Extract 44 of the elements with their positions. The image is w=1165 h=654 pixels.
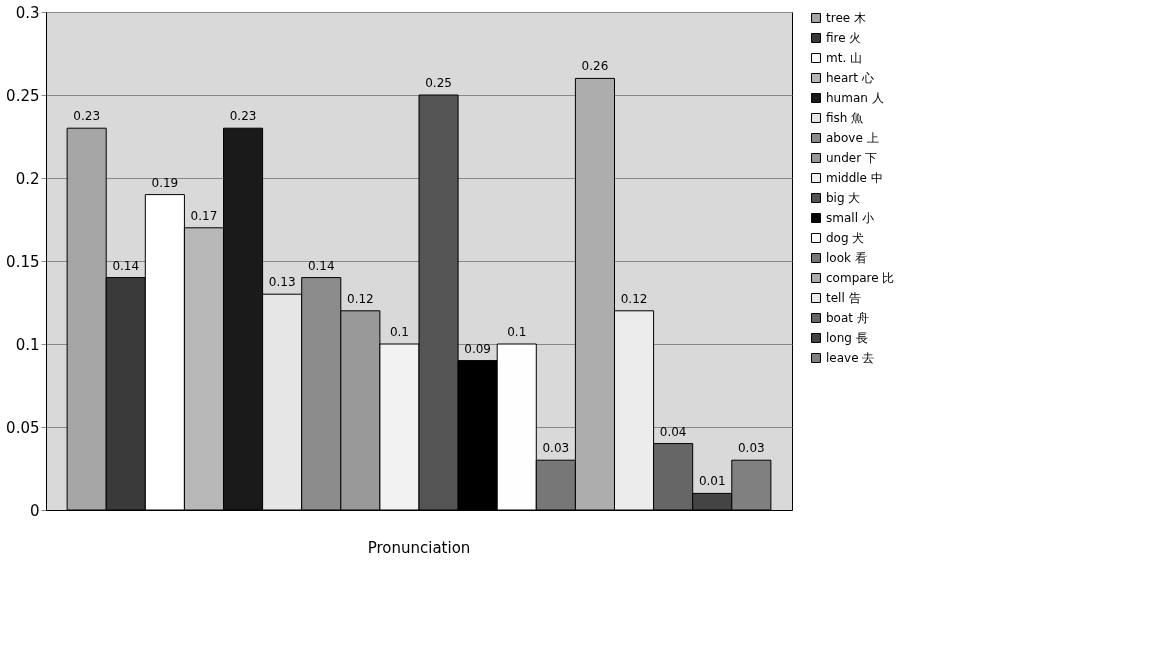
data-label: 0.23 bbox=[73, 109, 101, 124]
legend-label: middle 中 bbox=[826, 171, 883, 185]
data-label: 0.13 bbox=[268, 275, 296, 290]
legend-label: long 長 bbox=[826, 331, 868, 345]
y-tick-label: 0.15 bbox=[6, 252, 40, 271]
y-tick-label: 0.1 bbox=[15, 335, 40, 354]
legend-label: heart 心 bbox=[826, 71, 874, 85]
data-label: 0.04 bbox=[659, 424, 687, 439]
legend-label: leave 去 bbox=[826, 351, 875, 365]
x-tick-label: Pronunciation bbox=[367, 538, 471, 557]
legend-label: fish 魚 bbox=[826, 111, 864, 125]
legend-label: boat 舟 bbox=[826, 311, 869, 325]
legend-label: compare 比 bbox=[826, 271, 895, 285]
y-tick-label: 0 bbox=[29, 501, 40, 520]
data-label: 0.25 bbox=[425, 76, 452, 90]
data-label: 0.14 bbox=[112, 258, 140, 273]
data-label: 0.26 bbox=[581, 59, 609, 74]
legend-label: human 人 bbox=[826, 91, 884, 105]
data-label: 0.23 bbox=[229, 109, 257, 124]
legend-label: tell 告 bbox=[826, 291, 861, 305]
data-label: 0.1 bbox=[507, 325, 527, 339]
data-label: 0.17 bbox=[190, 208, 218, 223]
y-tick-label: 0.2 bbox=[15, 169, 40, 188]
legend-label: under 下 bbox=[826, 151, 877, 165]
y-tick-label: 0.25 bbox=[6, 86, 40, 105]
data-label: 0.09 bbox=[464, 341, 492, 356]
data-label: 0.01 bbox=[698, 474, 726, 489]
data-label: 0.1 bbox=[389, 325, 409, 339]
legend-label: above 上 bbox=[826, 131, 879, 145]
legend-label: fire 火 bbox=[826, 31, 862, 45]
data-label: 0.12 bbox=[620, 291, 648, 306]
legend-label: look 看 bbox=[826, 251, 867, 265]
data-label: 0.19 bbox=[151, 175, 179, 190]
data-label: 0.12 bbox=[346, 291, 374, 306]
legend-label: mt. 山 bbox=[826, 51, 863, 65]
data-label: 0.03 bbox=[737, 441, 765, 456]
y-tick-label: 0.3 bbox=[15, 3, 40, 22]
y-tick-label: 0.05 bbox=[6, 418, 40, 437]
legend-label: small 小 bbox=[826, 211, 874, 225]
legend-label: big 大 bbox=[826, 191, 861, 205]
legend-label: tree 木 bbox=[826, 11, 866, 25]
data-label: 0.14 bbox=[307, 258, 335, 273]
legend-label: dog 犬 bbox=[826, 231, 865, 245]
data-label: 0.03 bbox=[542, 441, 570, 456]
